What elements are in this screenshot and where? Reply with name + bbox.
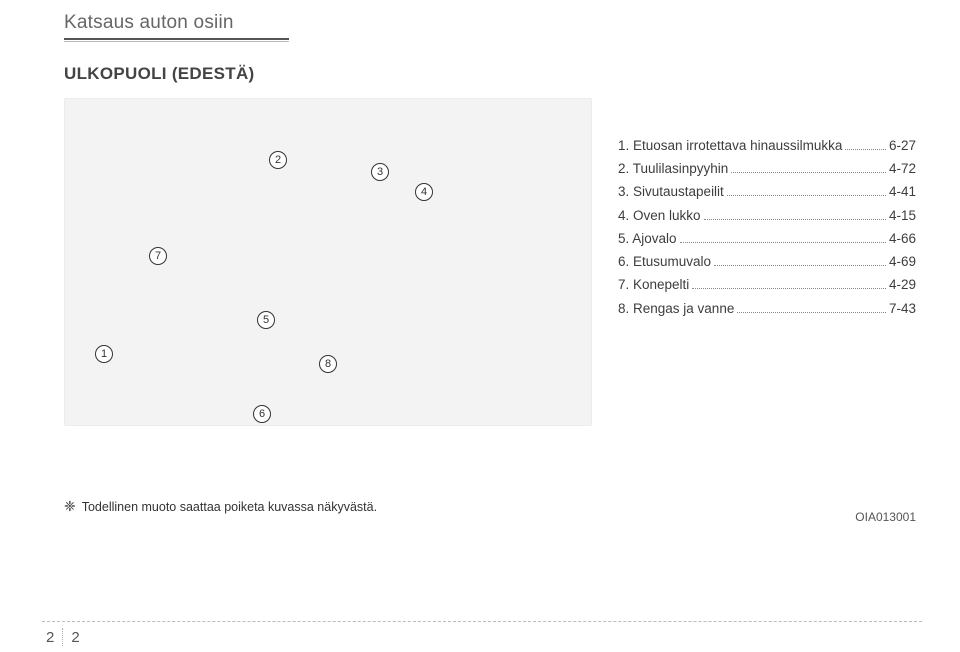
list-item: 4. Oven lukko 4-15 (618, 204, 916, 227)
list-item-label: 4. Oven lukko (618, 204, 701, 227)
chapter-number: 2 (46, 629, 54, 646)
leader-dots (737, 312, 886, 313)
callout-7: 7 (149, 247, 167, 265)
list-item-label: 5. Ajovalo (618, 227, 677, 250)
list-item-page: 6-27 (889, 134, 916, 157)
callout-5: 5 (257, 311, 275, 329)
footnote-symbol-icon: ❈ (64, 498, 76, 515)
list-item-label: 2. Tuulilasinpyyhin (618, 157, 728, 180)
list-item: 6. Etusumuvalo 4-69 (618, 250, 916, 273)
page-number: 2 (71, 629, 79, 646)
callout-2: 2 (269, 151, 287, 169)
leader-dots (692, 288, 886, 289)
list-item: 7. Konepelti 4-29 (618, 273, 916, 296)
list-item-page: 4-72 (889, 157, 916, 180)
list-item: 8. Rengas ja vanne 7-43 (618, 297, 916, 320)
list-item-page: 4-15 (889, 204, 916, 227)
page-number-separator (62, 628, 63, 646)
list-item-label: 7. Konepelti (618, 273, 689, 296)
callout-4: 4 (415, 183, 433, 201)
callout-6: 6 (253, 405, 271, 423)
callout-3: 3 (371, 163, 389, 181)
leader-dots (731, 172, 886, 173)
list-item: 5. Ajovalo 4-66 (618, 227, 916, 250)
header-underline (64, 38, 289, 42)
callout-8: 8 (319, 355, 337, 373)
list-item-page: 4-69 (889, 250, 916, 273)
list-item-page: 4-66 (889, 227, 916, 250)
leader-dots (704, 219, 886, 220)
content-row: 1 2 3 4 5 6 7 8 1. Etuosan irrotettava hinaussi… (64, 98, 916, 426)
page-footer: 2 2 (0, 616, 960, 652)
page-number-group: 2 2 (46, 628, 80, 646)
leader-dots (727, 195, 886, 196)
parts-list: 1. Etuosan irrotettava hinaussilmukka 6-2… (618, 98, 916, 426)
page-root: Katsaus auton osiin ULKOPUOLI (EDESTÄ) 1… (0, 0, 960, 652)
list-item: 2. Tuulilasinpyyhin 4-72 (618, 157, 916, 180)
list-item-page: 4-41 (889, 180, 916, 203)
leader-dots (714, 265, 886, 266)
image-id-label: OIA013001 (855, 510, 916, 524)
list-item-page: 4-29 (889, 273, 916, 296)
list-item-label: 1. Etuosan irrotettava hinaussilmukka (618, 134, 842, 157)
list-item-label: 3. Sivutaustapeilit (618, 180, 724, 203)
list-item-page: 7-43 (889, 297, 916, 320)
footnote-text: Todellinen muoto saattaa poiketa kuvassa… (82, 500, 377, 514)
list-item-label: 8. Rengas ja vanne (618, 297, 734, 320)
list-item: 3. Sivutaustapeilit 4-41 (618, 180, 916, 203)
page-header-title: Katsaus auton osiin (64, 12, 916, 34)
callout-1: 1 (95, 345, 113, 363)
list-item-label: 6. Etusumuvalo (618, 250, 711, 273)
leader-dots (845, 149, 886, 150)
footnote: ❈ Todellinen muoto saattaa poiketa kuvas… (64, 498, 916, 515)
leader-dots (680, 242, 886, 243)
section-title: ULKOPUOLI (EDESTÄ) (64, 64, 916, 84)
list-item: 1. Etuosan irrotettava hinaussilmukka 6-2… (618, 134, 916, 157)
figure-placeholder: 1 2 3 4 5 6 7 8 (64, 98, 592, 426)
